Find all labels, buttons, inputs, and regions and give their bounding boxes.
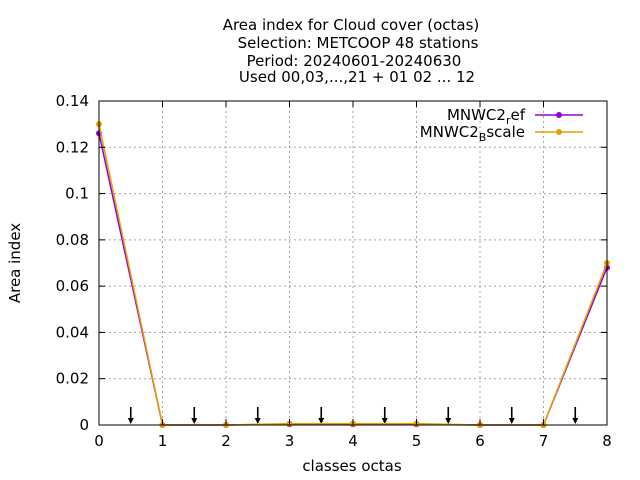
x-tick-label: 3 (285, 432, 295, 450)
boundary-arrow (191, 407, 198, 424)
boundary-arrow (572, 407, 579, 424)
x-tick-label: 8 (602, 432, 612, 450)
y-tick-label: 0.14 (56, 92, 89, 110)
legend-label: MNWC2ref (447, 106, 526, 127)
boundary-arrow (127, 407, 134, 424)
y-tick-label: 0.1 (65, 185, 89, 203)
y-tick-labels: 0 0.02 0.04 0.06 0.08 0.1 0.12 0.14 (56, 92, 89, 434)
gridlines (99, 101, 607, 425)
x-tick-label: 0 (94, 432, 104, 450)
legend-swatch-marker (556, 129, 562, 135)
axis-ticks (98, 100, 608, 426)
y-tick-label: 0.08 (56, 231, 89, 249)
y-tick-label: 0.02 (56, 370, 89, 388)
class-boundary-arrows (127, 407, 579, 424)
chart-title: Area index for Cloud cover (octas) Selec… (223, 16, 480, 86)
y-tick-label: 0.06 (56, 277, 89, 295)
title-line-3: Period: 20240601-20240630 (247, 52, 462, 70)
y-axis-label: Area index (6, 223, 24, 303)
series-line (98, 123, 608, 426)
legend-swatch-marker (556, 112, 562, 118)
boundary-arrow (381, 407, 388, 424)
x-axis-label: classes octas (302, 457, 402, 475)
legend-item-2: MNWC2Bscale (420, 123, 583, 144)
title-line-1: Area index for Cloud cover (octas) (223, 16, 480, 34)
legend-label: MNWC2Bscale (420, 123, 525, 144)
x-tick-label: 5 (412, 432, 422, 450)
boundary-arrow (445, 407, 452, 424)
x-tick-labels: 0 1 2 3 4 5 6 7 8 (94, 432, 612, 450)
y-tick-label: 0.12 (56, 138, 89, 156)
boundary-arrow (318, 407, 325, 424)
x-tick-label: 2 (221, 432, 231, 450)
x-tick-label: 1 (158, 432, 168, 450)
x-tick-label: 6 (475, 432, 485, 450)
legend-item-1: MNWC2ref (447, 106, 583, 127)
boundary-arrow (508, 407, 515, 424)
series-1 (96, 130, 610, 428)
boundary-arrow (254, 407, 261, 424)
x-tick-label: 7 (539, 432, 549, 450)
title-line-2: Selection: METCOOP 48 stations (238, 34, 479, 52)
title-line-4: Used 00,03,...,21 + 01 02 ... 12 (239, 68, 475, 86)
y-tick-label: 0 (79, 416, 89, 434)
y-tick-label: 0.04 (56, 323, 89, 341)
x-tick-label: 4 (348, 432, 358, 450)
